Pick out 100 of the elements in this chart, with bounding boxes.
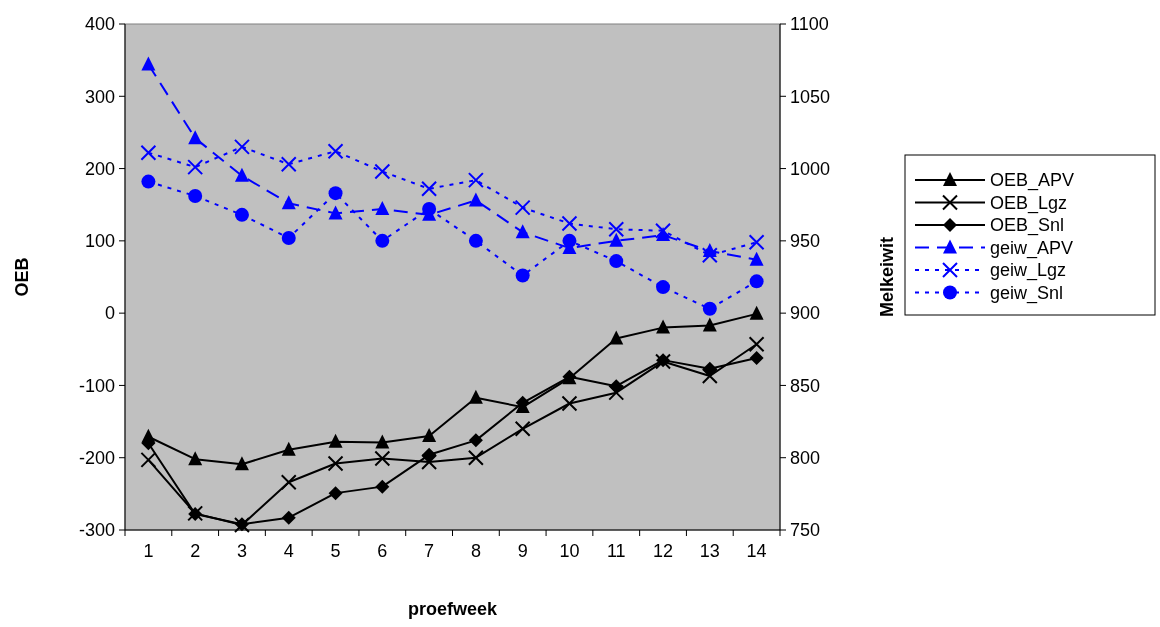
point bbox=[702, 301, 717, 316]
point bbox=[188, 451, 203, 466]
point bbox=[702, 317, 717, 332]
point bbox=[234, 167, 249, 182]
point bbox=[328, 433, 343, 448]
point bbox=[280, 156, 297, 173]
y2-axis-title: Melkeiwit bbox=[877, 236, 897, 318]
x-tick-label: 3 bbox=[236, 541, 247, 561]
x-tick-label: 11 bbox=[606, 541, 626, 561]
point bbox=[468, 233, 483, 248]
point bbox=[702, 361, 717, 376]
x-tick-label: 8 bbox=[470, 541, 481, 561]
point bbox=[467, 449, 484, 466]
point bbox=[188, 130, 203, 145]
x-tick-label: 12 bbox=[653, 541, 674, 561]
y2-tick-label: 1100 bbox=[790, 14, 829, 35]
point bbox=[328, 205, 343, 220]
point bbox=[701, 247, 718, 264]
y-tick-label: -200 bbox=[78, 448, 115, 469]
y2-tick-label: 800 bbox=[790, 448, 821, 469]
point bbox=[374, 163, 391, 180]
point bbox=[515, 268, 530, 283]
point bbox=[609, 254, 624, 269]
point bbox=[514, 199, 531, 216]
x-tick-label: 1 bbox=[143, 541, 154, 561]
point bbox=[327, 455, 344, 472]
y-tick-label: 100 bbox=[84, 231, 115, 252]
point bbox=[141, 174, 156, 189]
legend-label: geiw_Lgz bbox=[990, 260, 1067, 282]
legend-label: OEB_APV bbox=[990, 170, 1075, 192]
point bbox=[468, 192, 483, 207]
y-tick-label: -300 bbox=[78, 520, 115, 541]
point bbox=[749, 305, 764, 320]
y2-tick-label: 900 bbox=[790, 303, 821, 324]
point bbox=[421, 180, 438, 197]
point bbox=[375, 434, 390, 449]
point bbox=[234, 207, 249, 222]
y2-tick-label: 1000 bbox=[790, 158, 831, 179]
point bbox=[327, 143, 344, 160]
point bbox=[748, 234, 765, 251]
x-tick-label: 5 bbox=[330, 541, 341, 561]
point bbox=[281, 230, 296, 245]
point bbox=[140, 451, 157, 468]
point bbox=[749, 251, 764, 266]
point bbox=[280, 474, 297, 491]
legend-label: geiw_Snl bbox=[990, 282, 1064, 304]
y2-tick-label: 1050 bbox=[790, 86, 831, 107]
point bbox=[328, 186, 343, 201]
x-axis-title: proefweek bbox=[407, 599, 498, 619]
legend-label: OEB_Snl bbox=[990, 215, 1065, 237]
point bbox=[514, 420, 531, 437]
y-tick-label: 200 bbox=[84, 158, 115, 179]
x-tick-label: 10 bbox=[559, 541, 580, 561]
point bbox=[188, 189, 203, 204]
point bbox=[609, 232, 624, 247]
point bbox=[234, 456, 249, 471]
x-tick-label: 2 bbox=[190, 541, 201, 561]
point bbox=[655, 222, 672, 239]
point bbox=[561, 215, 578, 232]
point bbox=[749, 350, 764, 365]
y2-tick-label: 950 bbox=[790, 231, 821, 252]
x-tick-label: 4 bbox=[283, 541, 294, 561]
point bbox=[374, 450, 391, 467]
point bbox=[749, 274, 764, 289]
point bbox=[608, 221, 625, 238]
y2-tick-label: 750 bbox=[790, 520, 821, 541]
point bbox=[701, 368, 718, 385]
point bbox=[467, 172, 484, 189]
point bbox=[375, 233, 390, 248]
point bbox=[281, 510, 296, 525]
point bbox=[140, 144, 157, 161]
point bbox=[281, 195, 296, 210]
point bbox=[422, 447, 437, 462]
point bbox=[656, 280, 671, 295]
x-tick-label: 14 bbox=[746, 541, 767, 561]
point bbox=[187, 159, 204, 176]
y-tick-label: 0 bbox=[104, 303, 115, 324]
point bbox=[421, 454, 438, 471]
x-tick-label: 6 bbox=[377, 541, 388, 561]
x-tick-label: 7 bbox=[424, 541, 435, 561]
point bbox=[141, 56, 156, 71]
point bbox=[468, 389, 483, 404]
x-tick-label: 13 bbox=[699, 541, 720, 561]
point bbox=[748, 336, 765, 353]
point bbox=[328, 486, 343, 501]
y-tick-label: 300 bbox=[84, 86, 115, 107]
point bbox=[608, 384, 625, 401]
y-tick-label: 400 bbox=[84, 14, 115, 35]
point bbox=[561, 395, 578, 412]
point bbox=[562, 233, 577, 248]
point bbox=[468, 433, 483, 448]
legend-label: geiw_APV bbox=[990, 237, 1074, 259]
point bbox=[375, 479, 390, 494]
point bbox=[609, 330, 624, 345]
point bbox=[375, 201, 390, 216]
y-tick-label: -100 bbox=[78, 375, 115, 396]
x-tick-label: 9 bbox=[517, 541, 528, 561]
point bbox=[422, 202, 437, 217]
point bbox=[281, 441, 296, 456]
point bbox=[656, 319, 671, 334]
